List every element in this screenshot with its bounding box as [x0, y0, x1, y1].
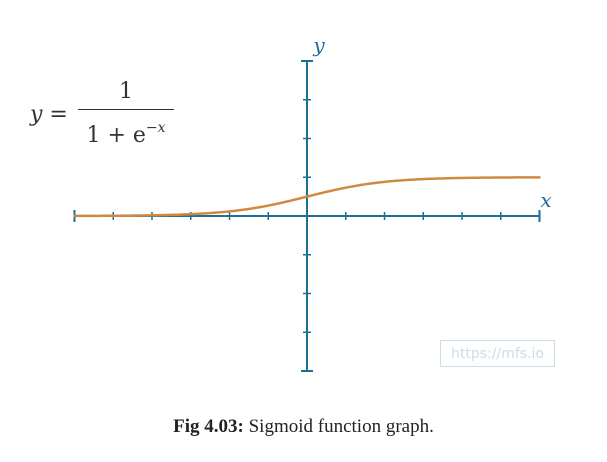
equation-denominator: 1 + e−x: [86, 120, 166, 148]
watermark: https://mfs.io: [440, 340, 555, 367]
figure-caption: Fig 4.03: Sigmoid function graph.: [0, 416, 607, 438]
caption-text: Sigmoid function graph.: [243, 416, 434, 437]
equation-lhs: y =: [30, 102, 68, 127]
caption-label: Fig 4.03:: [173, 416, 244, 437]
equation-exponent: −x: [145, 120, 166, 136]
x-axis-label: x: [540, 188, 551, 212]
y-axis-label: y: [312, 33, 325, 57]
sigmoid-curve: [73, 176, 541, 218]
equation-numerator: 1: [119, 79, 133, 104]
equation-fraction: 1 1 + e−x: [78, 78, 174, 150]
axis-ticks: [112, 99, 502, 333]
fraction-bar: [78, 109, 174, 110]
